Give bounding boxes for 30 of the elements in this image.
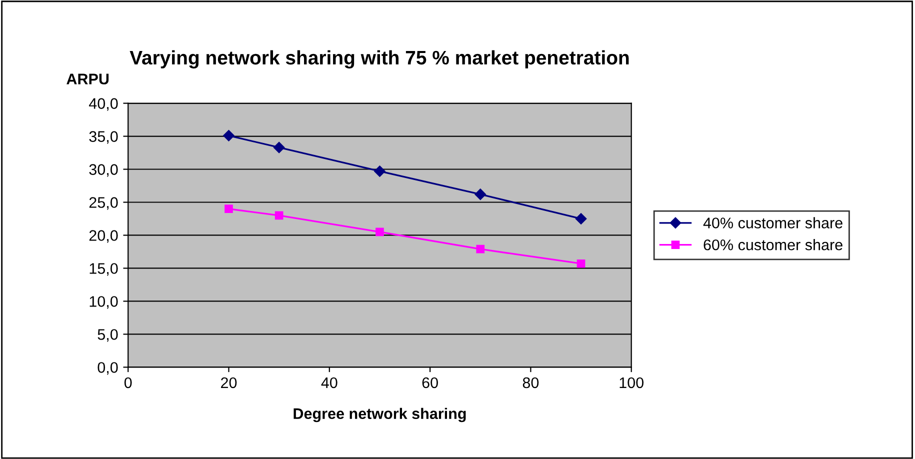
point	[224, 204, 233, 214]
point	[474, 188, 486, 200]
x-tick-label: 80	[522, 377, 539, 388]
y-tick-label: 20,0	[89, 230, 118, 243]
y-tick-label: 25,0	[89, 197, 118, 210]
legend-label: 40% customer share	[703, 217, 842, 228]
point	[575, 213, 587, 224]
point	[223, 130, 234, 142]
x-tick-label: 0	[124, 377, 132, 388]
point	[376, 228, 384, 236]
legend-label: 60% customer share	[704, 239, 842, 250]
y-tick-label: 5,0	[98, 329, 118, 342]
point	[576, 259, 586, 268]
chart-title: Varying network sharing with 75 % market penetration	[130, 50, 629, 69]
point	[274, 211, 284, 220]
x-tick-label: 40	[321, 377, 338, 388]
x-tick-label: 20	[221, 377, 237, 388]
x-tick-label: 60	[422, 377, 438, 388]
point	[273, 142, 285, 154]
x-tick-label: 100	[620, 377, 644, 388]
point	[374, 166, 386, 177]
y-tick-label: 10,0	[90, 296, 118, 309]
x-axis-title: Degree network sharing	[294, 408, 466, 422]
point	[476, 244, 485, 254]
y-tick-label: 40,0	[88, 98, 118, 111]
y-tick-label: 30,0	[89, 164, 118, 177]
y-axis-title: ARPU	[66, 74, 109, 84]
y-tick-label: 35,0	[89, 131, 118, 144]
y-tick-label: 15,0	[90, 263, 118, 276]
y-tick-label: 0,0	[98, 362, 118, 375]
